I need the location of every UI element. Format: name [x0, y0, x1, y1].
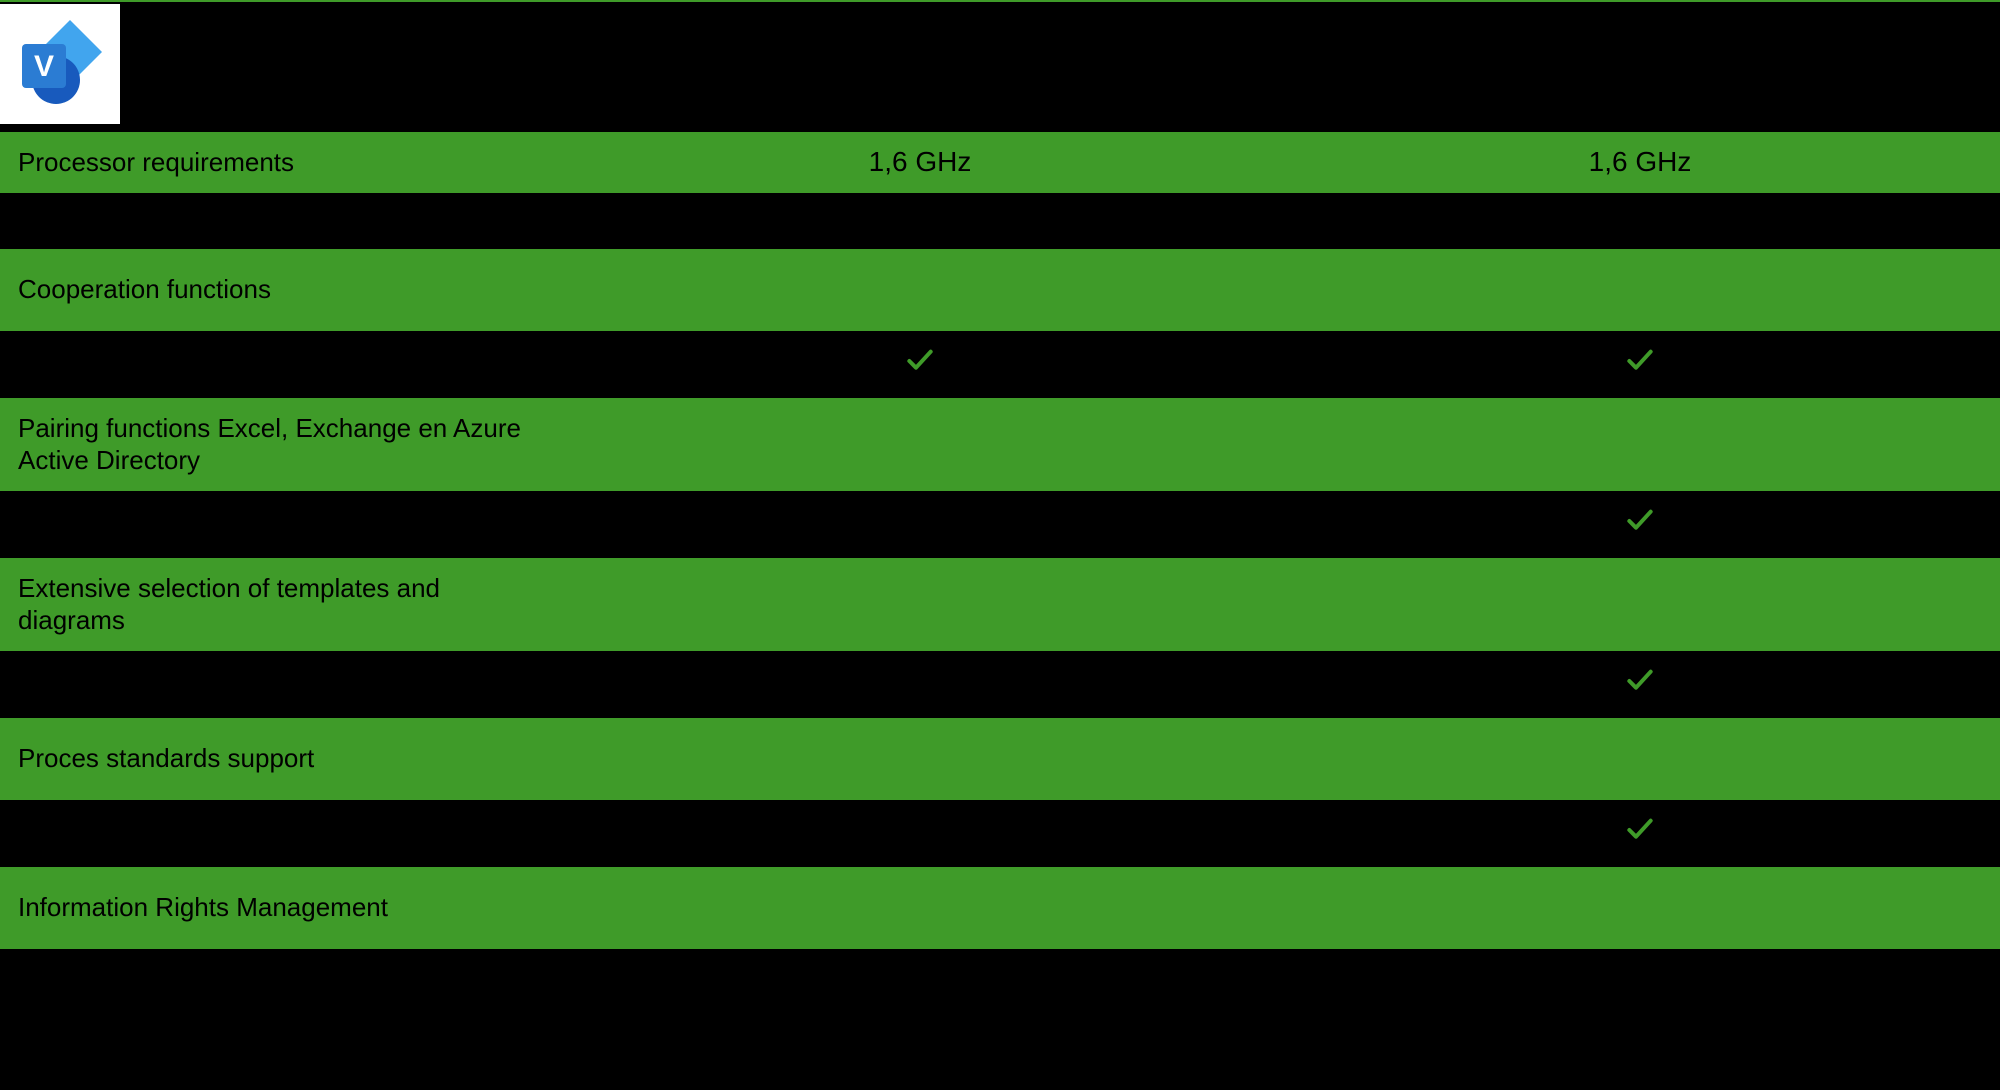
row-col2: [1280, 590, 2000, 618]
table-row: [0, 331, 2000, 398]
row-col1: [560, 819, 1280, 847]
comparison-table-frame: V Processor requirements 1,6 GHz 1,6 GHz…: [0, 0, 2000, 1090]
row-col2: 1,6 GHz: [1280, 132, 2000, 192]
table-row: [0, 491, 2000, 558]
row-col2: [1280, 800, 2000, 867]
row-col1: [560, 590, 1280, 618]
row-label: [0, 350, 560, 378]
visio-icon: V: [12, 14, 108, 115]
row-label: Processor requirements: [0, 132, 560, 193]
check-icon: [1624, 505, 1656, 537]
table-row: Cooperation functions: [0, 249, 2000, 331]
row-col1: [560, 894, 1280, 922]
row-col1: [560, 331, 1280, 398]
row-col1: [560, 430, 1280, 458]
check-icon: [1624, 665, 1656, 697]
row-col2: [1280, 331, 2000, 398]
row-col1: [560, 670, 1280, 698]
row-col2: [1280, 491, 2000, 558]
row-col2: [1280, 207, 2000, 235]
row-col1: [560, 745, 1280, 773]
row-col2: [1280, 894, 2000, 922]
row-col1: [560, 207, 1280, 235]
row-label: [0, 670, 560, 698]
row-label: [0, 510, 560, 538]
table-row: Information Rights Management: [0, 867, 2000, 949]
row-label: [0, 819, 560, 847]
row-col1: [560, 510, 1280, 538]
svg-text:V: V: [34, 50, 54, 83]
check-icon: [1624, 345, 1656, 377]
row-col1: [560, 276, 1280, 304]
row-label: Cooperation functions: [0, 259, 560, 320]
table-row: Extensive selection of templates and dia…: [0, 558, 2000, 651]
row-col2: [1280, 651, 2000, 718]
table-row: Processor requirements 1,6 GHz 1,6 GHz: [0, 132, 2000, 193]
check-icon: [904, 345, 936, 377]
row-col2: [1280, 430, 2000, 458]
check-icon: [1624, 814, 1656, 846]
row-col1: 1,6 GHz: [560, 132, 1280, 192]
row-label: Information Rights Management: [0, 877, 560, 938]
row-col2: [1280, 745, 2000, 773]
product-icon-tile: V: [0, 4, 120, 124]
row-label: Proces standards support: [0, 728, 560, 789]
table-row: [0, 651, 2000, 718]
row-label: Extensive selection of templates and dia…: [0, 558, 560, 651]
table-row: Proces standards support: [0, 718, 2000, 800]
row-label: Pairing functions Excel, Exchange en Azu…: [0, 398, 560, 491]
table-row: Pairing functions Excel, Exchange en Azu…: [0, 398, 2000, 491]
comparison-table: Processor requirements 1,6 GHz 1,6 GHz C…: [0, 132, 2000, 949]
table-row: [0, 800, 2000, 867]
table-row: [0, 193, 2000, 249]
row-label: [0, 207, 560, 235]
row-col2: [1280, 276, 2000, 304]
